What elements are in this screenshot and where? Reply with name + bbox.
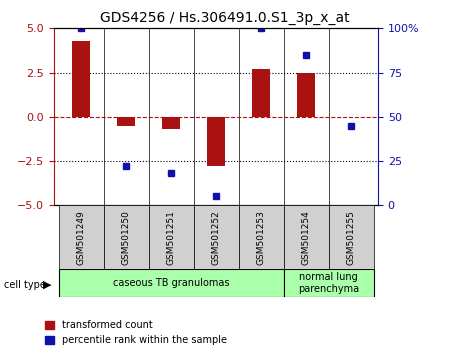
FancyBboxPatch shape	[58, 269, 284, 297]
Text: GSM501253: GSM501253	[256, 210, 266, 265]
Legend: transformed count, percentile rank within the sample: transformed count, percentile rank withi…	[41, 316, 231, 349]
Text: caseous TB granulomas: caseous TB granulomas	[113, 278, 229, 288]
Text: GSM501249: GSM501249	[76, 210, 86, 264]
Text: cell type: cell type	[4, 280, 46, 290]
Text: GSM501252: GSM501252	[212, 210, 220, 264]
Text: GSM501251: GSM501251	[166, 210, 176, 265]
FancyBboxPatch shape	[148, 205, 194, 269]
Bar	[117, 117, 135, 126]
Bar	[207, 117, 225, 166]
Bar	[297, 74, 315, 117]
Bar	[162, 117, 180, 129]
FancyBboxPatch shape	[284, 205, 328, 269]
FancyBboxPatch shape	[238, 205, 284, 269]
FancyBboxPatch shape	[58, 205, 104, 269]
FancyBboxPatch shape	[104, 205, 148, 269]
Text: GSM501250: GSM501250	[122, 210, 130, 265]
Bar	[72, 41, 90, 117]
Text: normal lung
parenchyma: normal lung parenchyma	[298, 272, 359, 294]
Text: GSM501255: GSM501255	[346, 210, 356, 265]
FancyBboxPatch shape	[194, 205, 238, 269]
Bar	[252, 69, 270, 117]
Text: GSM501254: GSM501254	[302, 210, 310, 264]
Text: ▶: ▶	[43, 280, 51, 290]
FancyBboxPatch shape	[328, 205, 374, 269]
Text: GDS4256 / Hs.306491.0.S1_3p_x_at: GDS4256 / Hs.306491.0.S1_3p_x_at	[100, 11, 350, 25]
FancyBboxPatch shape	[284, 269, 374, 297]
